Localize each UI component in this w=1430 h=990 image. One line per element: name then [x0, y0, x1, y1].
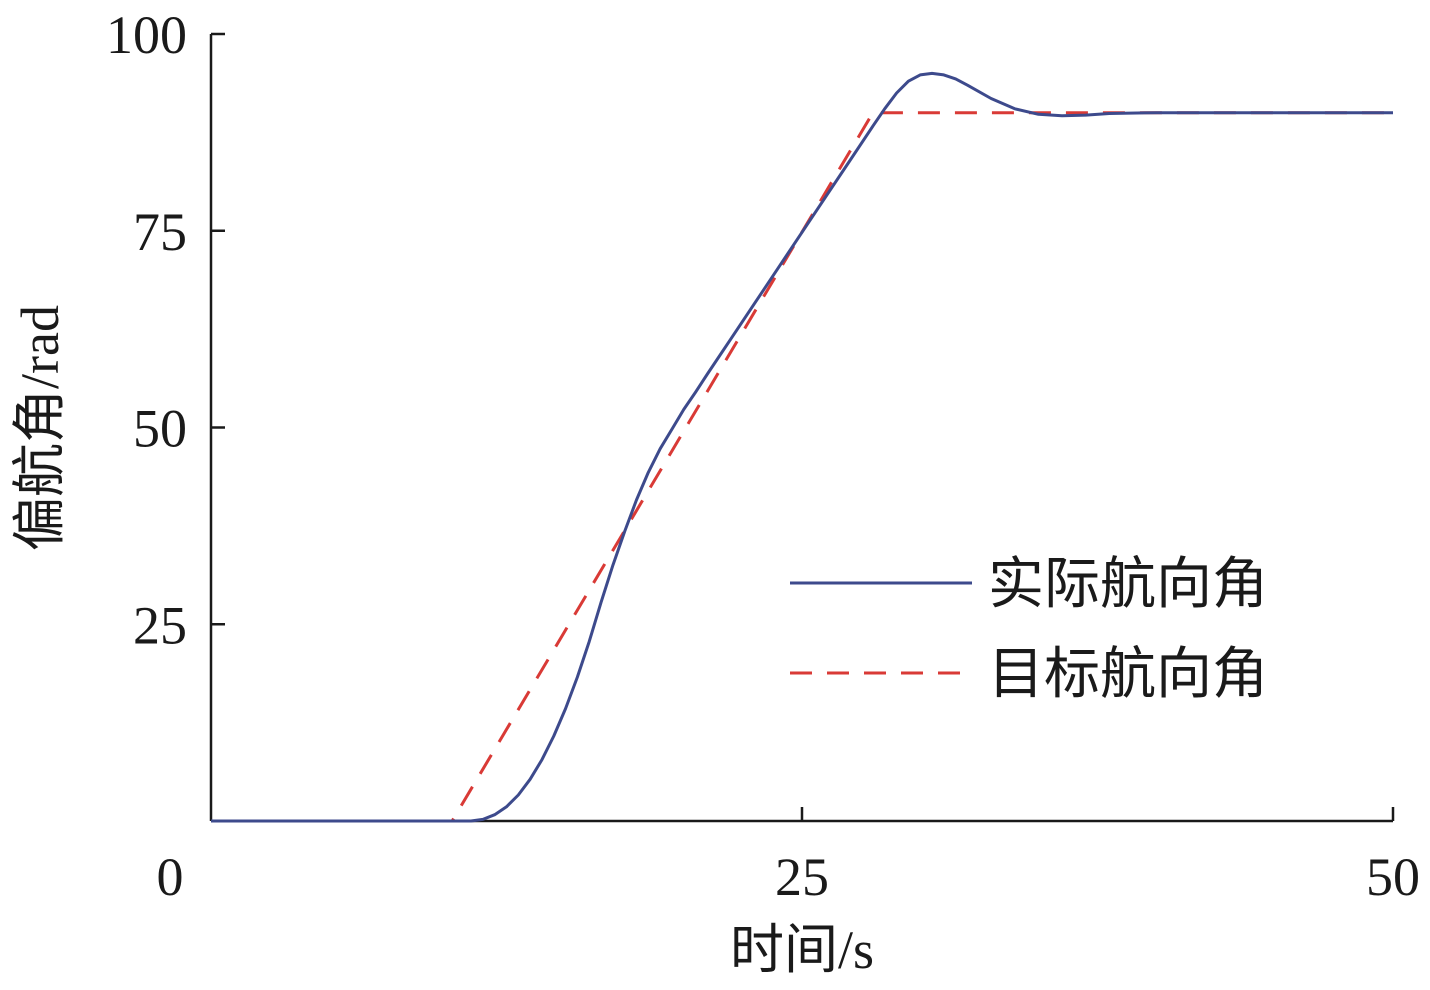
y-tick-label-75: 75 [133, 202, 187, 262]
series-line-actual-heading [211, 71, 1393, 823]
x-tick-label-25: 25 [775, 847, 829, 907]
y-tick-label-25: 25 [133, 595, 187, 655]
legend-label-target-heading: 目标航向角 [988, 644, 1268, 706]
ticks: 25 50 75 100 0 25 50 [106, 5, 1420, 907]
x-tick-label-0: 0 [157, 847, 184, 907]
y-axis-title: 偏航角/rad [10, 305, 70, 551]
series-lines [211, 71, 1393, 823]
series-line-target-heading [211, 111, 1393, 823]
x-axis-title: 时间/s [730, 920, 874, 980]
legend-label-actual-heading: 实际航向角 [988, 554, 1268, 616]
y-tick-label-100: 100 [106, 5, 187, 65]
legend: 实际航向角 目标航向角 [790, 554, 1268, 706]
x-tick-label-50: 50 [1366, 847, 1420, 907]
y-tick-label-50: 50 [133, 399, 187, 459]
